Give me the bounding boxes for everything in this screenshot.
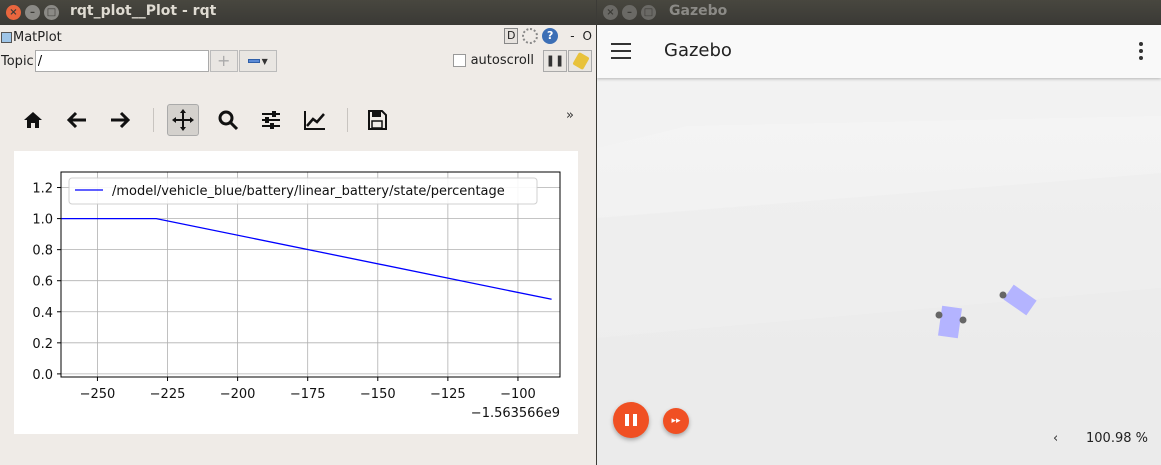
x-offset-label: −1.563566e9 bbox=[471, 406, 560, 421]
matplotlib-toolbar: » bbox=[0, 100, 596, 142]
pause-icon bbox=[633, 414, 637, 426]
matplot-icon bbox=[1, 31, 12, 43]
home-button[interactable] bbox=[17, 104, 49, 136]
rqt-window: × – □ rqt_plot__Plot - rqt MatPlot D ? -… bbox=[0, 0, 596, 465]
more-options-icon[interactable] bbox=[1139, 42, 1143, 63]
x-tick-label: −125 bbox=[430, 387, 466, 402]
scene-render bbox=[597, 78, 1161, 465]
dock-button[interactable]: D bbox=[504, 28, 519, 44]
remove-topic-button[interactable]: ▼ bbox=[238, 50, 277, 72]
save-button[interactable] bbox=[361, 104, 393, 136]
window-title: Gazebo bbox=[669, 3, 728, 19]
legend-label: /model/vehicle_blue/battery/linear_batte… bbox=[112, 184, 505, 199]
maximize-button[interactable]: □ bbox=[44, 5, 59, 20]
minimize-button[interactable]: – bbox=[25, 5, 40, 20]
close-plugin-button[interactable]: O bbox=[582, 29, 592, 43]
forward-button[interactable] bbox=[104, 104, 136, 136]
x-tick-label: −200 bbox=[220, 387, 256, 402]
y-tick-label: 1.0 bbox=[32, 213, 53, 228]
back-button[interactable] bbox=[61, 104, 93, 136]
move-icon bbox=[172, 109, 194, 131]
home-icon bbox=[24, 112, 42, 128]
window-title: rqt_plot__Plot - rqt bbox=[70, 3, 217, 19]
add-topic-button[interactable]: + bbox=[209, 50, 238, 72]
chart-line-icon bbox=[304, 111, 325, 130]
chevron-down-icon: ▼ bbox=[261, 56, 268, 66]
pause-button[interactable] bbox=[613, 402, 649, 438]
gazebo-titlebar: × – □ Gazebo bbox=[597, 0, 1161, 25]
arrow-right-icon bbox=[111, 111, 131, 129]
maximize-button[interactable]: □ bbox=[641, 5, 656, 20]
edit-axis-button[interactable] bbox=[299, 104, 331, 136]
vehicle-blue[interactable] bbox=[935, 305, 967, 339]
autoscroll-toggle[interactable]: autoscroll bbox=[452, 53, 534, 68]
help-button[interactable]: ? bbox=[542, 28, 559, 44]
minus-icon bbox=[247, 59, 260, 63]
pause-button[interactable]: ❚❚ bbox=[543, 50, 567, 72]
y-tick-label: 0.2 bbox=[32, 337, 53, 352]
x-tick-label: −100 bbox=[500, 387, 536, 402]
legend-box bbox=[68, 177, 538, 205]
floppy-disk-icon bbox=[368, 110, 387, 130]
rqt-titlebar: × – □ rqt_plot__Plot - rqt bbox=[0, 0, 596, 25]
pan-button[interactable] bbox=[167, 104, 199, 136]
3d-scene[interactable] bbox=[597, 78, 1161, 465]
search-icon bbox=[218, 110, 239, 131]
minimize-plugin-button[interactable]: - bbox=[570, 29, 575, 43]
plot-canvas[interactable]: −250 −225 −200 −175 −150 −125 −100 0.0 0.2 0.4 0.6… bbox=[14, 151, 578, 434]
series-line bbox=[61, 217, 552, 300]
real-time-factor: 100.98 % bbox=[1086, 431, 1148, 446]
minimize-button[interactable]: – bbox=[622, 5, 637, 20]
autoscroll-label: autoscroll bbox=[470, 53, 534, 68]
gear-icon[interactable] bbox=[522, 28, 539, 44]
pause-icon bbox=[625, 414, 629, 426]
x-tick-label: −175 bbox=[290, 387, 326, 402]
step-forward-button[interactable]: ▸▸ bbox=[663, 408, 689, 434]
y-tick-label: 0.4 bbox=[32, 306, 53, 321]
x-tick-label: −250 bbox=[80, 387, 116, 402]
y-tick-label: 0.8 bbox=[32, 244, 53, 259]
vehicle-green[interactable] bbox=[999, 284, 1037, 316]
close-button[interactable]: × bbox=[603, 5, 618, 20]
plugin-title: MatPlot bbox=[13, 29, 62, 45]
topic-label: Topic bbox=[1, 53, 34, 69]
app-title: Gazebo bbox=[664, 40, 732, 61]
menu-icon[interactable] bbox=[611, 43, 631, 64]
broom-icon bbox=[572, 51, 590, 71]
y-tick-label: 0.0 bbox=[32, 368, 53, 383]
configure-button[interactable] bbox=[255, 104, 287, 136]
x-tick-label: −150 bbox=[360, 387, 396, 402]
gazebo-appbar: Gazebo bbox=[597, 25, 1161, 78]
toolbar-separator bbox=[347, 108, 348, 132]
x-tick-label: −225 bbox=[150, 387, 186, 402]
gazebo-window: × – □ Gazebo bbox=[597, 0, 1161, 465]
topic-input[interactable] bbox=[34, 50, 209, 72]
close-button[interactable]: × bbox=[6, 5, 21, 20]
y-tick-label: 0.6 bbox=[32, 275, 53, 290]
toolbar-more-button[interactable]: » bbox=[566, 108, 574, 123]
line-chart: −250 −225 −200 −175 −150 −125 −100 0.0 0.2 0.4 0.6… bbox=[32, 171, 561, 421]
sliders-icon bbox=[262, 111, 280, 129]
topic-row: Topic + ▼ autoscroll ❚❚ bbox=[0, 49, 596, 73]
clear-button[interactable] bbox=[568, 50, 592, 72]
autoscroll-checkbox[interactable] bbox=[452, 54, 466, 67]
y-tick-label: 1.2 bbox=[32, 182, 53, 197]
arrow-left-icon bbox=[66, 111, 86, 129]
plugin-header: MatPlot D ? - O bbox=[0, 25, 596, 49]
zoom-button[interactable] bbox=[212, 104, 244, 136]
toolbar-separator bbox=[153, 108, 154, 132]
chevron-left-icon[interactable]: ‹ bbox=[1053, 431, 1059, 446]
plot-frame bbox=[60, 171, 561, 378]
